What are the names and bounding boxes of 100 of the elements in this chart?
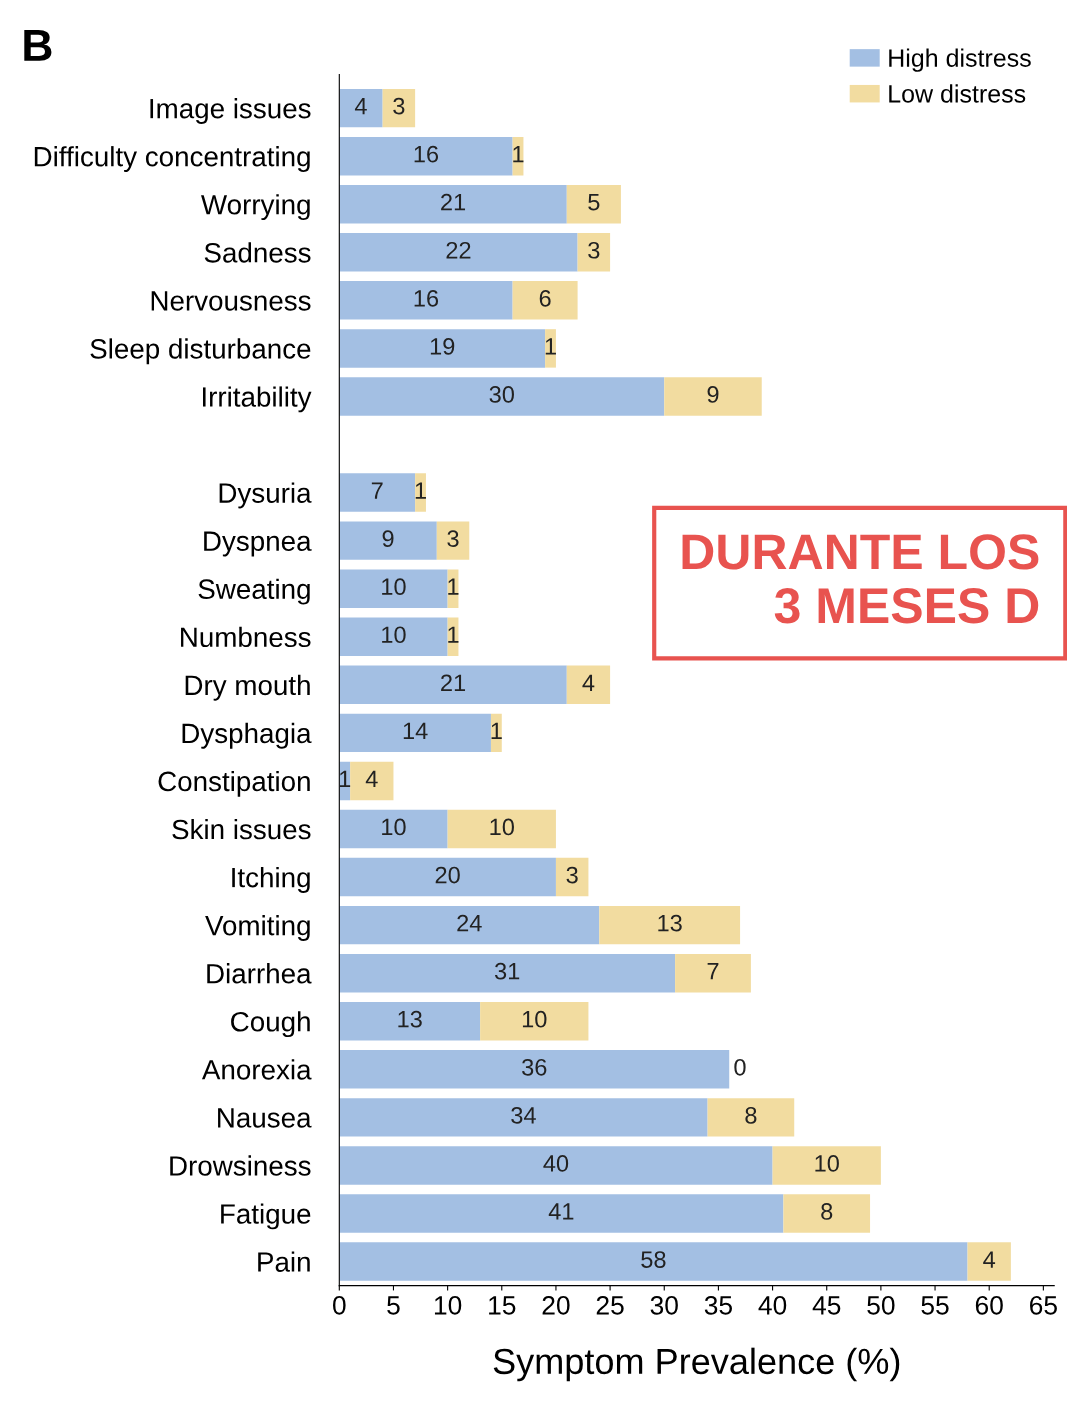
x-tick-label: 35 bbox=[704, 1295, 732, 1315]
bar bbox=[436, 521, 470, 560]
bar bbox=[339, 665, 567, 705]
bar bbox=[339, 569, 448, 608]
data-label: 1 bbox=[545, 338, 556, 355]
annotation: DURANTE LOS 3 MESES D bbox=[682, 534, 1039, 624]
data-label: 3 bbox=[588, 241, 600, 259]
data-label: 6 bbox=[539, 289, 551, 307]
x-tick-label: 20 bbox=[542, 1295, 570, 1315]
data-label: 36 bbox=[522, 1058, 547, 1076]
data-label: 3 bbox=[566, 866, 578, 884]
data-label: 10 bbox=[382, 626, 406, 644]
bar bbox=[566, 665, 611, 705]
y-tick-label: Worrying bbox=[201, 194, 310, 221]
bar bbox=[339, 88, 383, 128]
data-label: 0 bbox=[734, 1058, 746, 1076]
data-label: 1 bbox=[339, 770, 351, 788]
y-tick-label: Numbness bbox=[181, 626, 311, 648]
bar bbox=[783, 1194, 871, 1233]
data-label: 24 bbox=[457, 914, 482, 932]
x-tick-label: 25 bbox=[596, 1295, 624, 1315]
x-tick-label: 55 bbox=[921, 1296, 949, 1315]
y-tick-label: Dry mouth bbox=[185, 674, 310, 701]
bar bbox=[480, 1002, 589, 1041]
bar bbox=[339, 377, 665, 416]
bar bbox=[339, 1098, 708, 1137]
bar bbox=[339, 617, 448, 656]
y-tick-label: Itching bbox=[232, 867, 310, 893]
x-axis-title: Symptom Prevalence (%) bbox=[493, 1347, 900, 1382]
data-label: 7 bbox=[371, 482, 383, 499]
bar bbox=[339, 713, 491, 753]
bar bbox=[339, 521, 437, 560]
y-tick-label: Dysuria bbox=[219, 482, 312, 509]
x-tick-label: 40 bbox=[758, 1295, 787, 1315]
data-label: 41 bbox=[548, 1203, 574, 1220]
data-label: 14 bbox=[403, 722, 428, 739]
legend-label: High distress bbox=[889, 48, 1031, 72]
data-label: 34 bbox=[511, 1106, 536, 1124]
data-label: 4 bbox=[582, 674, 595, 691]
data-label: 20 bbox=[435, 866, 460, 884]
x-tick-label: 30 bbox=[650, 1295, 678, 1315]
x-tick-label: 65 bbox=[1030, 1295, 1057, 1315]
y-tick-label: Sadness bbox=[204, 242, 311, 263]
data-label: 1 bbox=[448, 626, 459, 643]
bar bbox=[772, 1146, 881, 1185]
y-tick-label: Fatigue bbox=[221, 1203, 311, 1230]
data-label: 19 bbox=[430, 338, 455, 355]
y-tick-label: Nausea bbox=[218, 1108, 312, 1128]
data-label: 1 bbox=[448, 578, 459, 595]
x-tick-label: 10 bbox=[434, 1295, 462, 1315]
data-label: 9 bbox=[707, 386, 719, 403]
data-label: 7 bbox=[707, 963, 719, 980]
bar bbox=[707, 1098, 795, 1137]
data-label: 30 bbox=[489, 386, 514, 403]
data-label: 10 bbox=[522, 1010, 547, 1028]
data-label: 4 bbox=[983, 1251, 996, 1268]
bar bbox=[447, 809, 556, 849]
y-tick-label: Dysphagia bbox=[182, 722, 312, 749]
bar bbox=[339, 1194, 784, 1233]
x-tick-label: 0 bbox=[333, 1295, 346, 1315]
data-label: 13 bbox=[658, 914, 682, 932]
data-label: 8 bbox=[745, 1106, 757, 1124]
data-label: 10 bbox=[382, 818, 406, 836]
data-label: 21 bbox=[441, 193, 466, 211]
bar bbox=[339, 281, 513, 320]
x-tick-label: 60 bbox=[975, 1295, 1003, 1315]
bar bbox=[599, 905, 741, 945]
data-label: 1 bbox=[415, 482, 426, 499]
bar bbox=[339, 1146, 773, 1185]
y-tick-label: Drowsiness bbox=[170, 1155, 311, 1176]
bar bbox=[339, 136, 513, 176]
data-label: 31 bbox=[494, 962, 520, 980]
bar bbox=[339, 473, 416, 512]
x-tick-label: 5 bbox=[387, 1296, 400, 1315]
bar bbox=[339, 329, 546, 368]
data-label: 9 bbox=[382, 530, 394, 547]
y-tick-label: Image issues bbox=[150, 98, 311, 124]
data-label: 4 bbox=[365, 770, 378, 788]
y-tick-label: Constipation bbox=[158, 770, 310, 797]
bar bbox=[339, 1242, 968, 1281]
data-label: 10 bbox=[490, 818, 514, 836]
y-tick-label: Pain bbox=[258, 1251, 310, 1272]
chart-title: B bbox=[24, 30, 52, 61]
data-label: 22 bbox=[446, 241, 471, 259]
y-tick-label: Sweating bbox=[198, 578, 310, 605]
bar bbox=[664, 377, 762, 416]
data-label: 10 bbox=[382, 578, 406, 596]
data-label: 5 bbox=[588, 194, 600, 211]
bar bbox=[339, 1002, 481, 1041]
x-tick-label: 15 bbox=[489, 1296, 516, 1315]
bar bbox=[512, 281, 578, 320]
bar bbox=[382, 88, 416, 128]
data-label: 1 bbox=[491, 722, 502, 739]
bar bbox=[675, 953, 751, 993]
bar bbox=[566, 185, 621, 224]
data-label: 3 bbox=[447, 530, 459, 547]
bar bbox=[339, 809, 448, 849]
y-tick-label: Vomiting bbox=[205, 915, 310, 941]
data-label: 10 bbox=[815, 1155, 839, 1172]
data-label: 4 bbox=[354, 97, 367, 115]
